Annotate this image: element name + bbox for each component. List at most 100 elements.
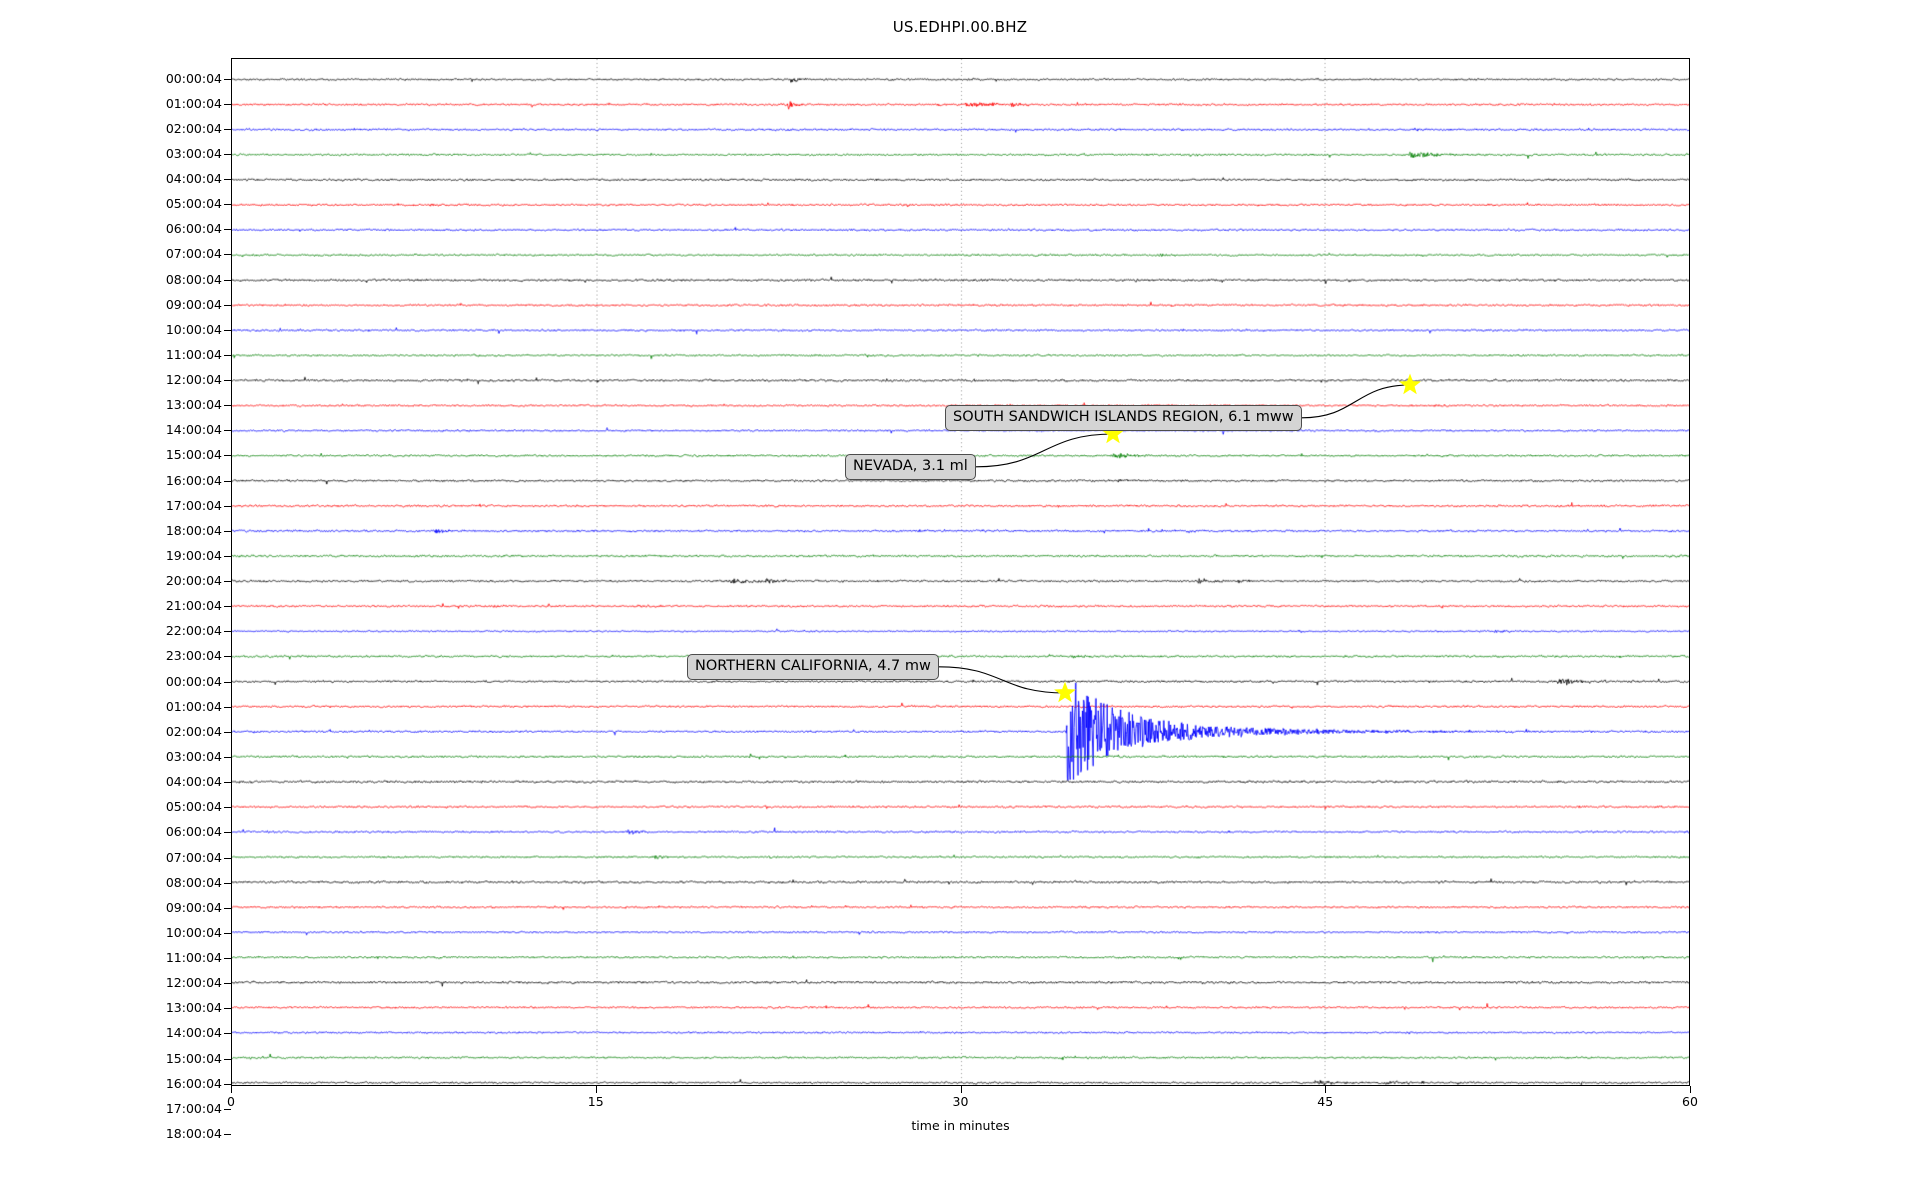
y-tick-mark [224, 380, 231, 381]
y-tick-mark [224, 154, 231, 155]
y-tick-mark [224, 832, 231, 833]
y-tick-label: 04:00:04 [165, 773, 222, 789]
y-tick-mark [224, 1084, 231, 1085]
y-tick-label: 14:00:04 [165, 1025, 222, 1041]
y-tick-label: 12:00:04 [165, 371, 222, 387]
y-tick-label: 05:00:04 [165, 799, 222, 815]
x-tick-label: 45 [1317, 1094, 1334, 1109]
y-tick-mark [224, 858, 231, 859]
y-tick-label: 02:00:04 [165, 120, 222, 136]
y-tick-mark [224, 254, 231, 255]
y-tick-mark [224, 305, 231, 306]
y-tick-label: 17:00:04 [165, 497, 222, 513]
y-tick-mark [224, 204, 231, 205]
y-tick-label: 23:00:04 [165, 648, 222, 664]
y-tick-label: 05:00:04 [165, 195, 222, 211]
y-tick-mark [224, 556, 231, 557]
y-tick-mark [224, 983, 231, 984]
y-tick-mark [224, 707, 231, 708]
y-tick-label: 20:00:04 [165, 572, 222, 588]
y-tick-label: 18:00:04 [165, 1125, 222, 1141]
plot-axes[interactable] [231, 58, 1690, 1086]
y-tick-mark [224, 481, 231, 482]
x-tick-mark [961, 1086, 962, 1093]
y-tick-mark [224, 229, 231, 230]
event-annotation-label[interactable]: SOUTH SANDWICH ISLANDS REGION, 6.1 mww [945, 405, 1302, 431]
y-tick-label: 16:00:04 [165, 1075, 222, 1091]
y-tick-label: 13:00:04 [165, 396, 222, 412]
y-tick-label: 03:00:04 [165, 145, 222, 161]
y-tick-mark [224, 280, 231, 281]
y-tick-mark [224, 1033, 231, 1034]
y-tick-label: 11:00:04 [165, 949, 222, 965]
y-tick-label: 06:00:04 [165, 824, 222, 840]
y-tick-label: 08:00:04 [165, 271, 222, 287]
page-title: US.EDHPI.00.BHZ [892, 18, 1028, 36]
y-tick-mark [224, 606, 231, 607]
y-tick-mark [224, 958, 231, 959]
y-tick-label: 15:00:04 [165, 1050, 222, 1066]
y-tick-label: 14:00:04 [165, 422, 222, 438]
y-tick-label: 01:00:04 [165, 698, 222, 714]
y-tick-label: 07:00:04 [165, 246, 222, 262]
y-tick-label: 00:00:04 [165, 70, 222, 86]
y-tick-mark [224, 506, 231, 507]
y-tick-mark [224, 79, 231, 80]
y-tick-label: 10:00:04 [165, 924, 222, 940]
y-tick-label: 08:00:04 [165, 874, 222, 890]
y-tick-label: 22:00:04 [165, 623, 222, 639]
y-tick-mark [224, 631, 231, 632]
x-tick-mark [1325, 1086, 1326, 1093]
y-tick-mark [224, 782, 231, 783]
y-tick-mark [224, 908, 231, 909]
y-tick-label: 21:00:04 [165, 597, 222, 613]
event-annotation-label[interactable]: NORTHERN CALIFORNIA, 4.7 mw [687, 654, 939, 680]
x-tick-mark [1690, 1086, 1691, 1093]
y-tick-mark [224, 1059, 231, 1060]
y-tick-mark [224, 129, 231, 130]
y-tick-mark [224, 581, 231, 582]
y-tick-label: 10:00:04 [165, 321, 222, 337]
y-tick-label: 12:00:04 [165, 974, 222, 990]
y-tick-mark [224, 807, 231, 808]
y-tick-label: 01:00:04 [165, 95, 222, 111]
y-tick-mark [224, 405, 231, 406]
y-tick-mark [224, 531, 231, 532]
x-tick-label: 60 [1682, 1094, 1698, 1109]
y-tick-label: 18:00:04 [165, 522, 222, 538]
y-tick-mark [224, 883, 231, 884]
y-tick-label: 06:00:04 [165, 221, 222, 237]
x-tick-label: 30 [952, 1094, 969, 1109]
event-annotation-label[interactable]: NEVADA, 3.1 ml [845, 454, 976, 480]
y-tick-mark [224, 933, 231, 934]
y-tick-label: 07:00:04 [165, 849, 222, 865]
y-tick-mark [224, 732, 231, 733]
y-tick-label: 19:00:04 [165, 547, 222, 563]
y-tick-mark [224, 682, 231, 683]
x-axis-label: time in minutes [911, 1118, 1010, 1133]
y-tick-label: 15:00:04 [165, 447, 222, 463]
y-tick-label: 09:00:04 [165, 899, 222, 915]
y-tick-mark [224, 656, 231, 657]
y-tick-label: 04:00:04 [165, 170, 222, 186]
y-tick-mark [224, 757, 231, 758]
x-tick-label: 15 [587, 1094, 604, 1109]
y-tick-mark [224, 355, 231, 356]
y-tick-mark [224, 179, 231, 180]
y-tick-mark [224, 455, 231, 456]
y-tick-label: 11:00:04 [165, 346, 222, 362]
y-tick-mark [224, 1008, 231, 1009]
seismogram-traces [232, 59, 1689, 1085]
y-tick-mark [224, 104, 231, 105]
x-tick-mark [231, 1086, 232, 1093]
y-tick-mark [224, 1109, 231, 1110]
x-tick-label: 0 [227, 1094, 235, 1109]
y-tick-label: 16:00:04 [165, 472, 222, 488]
y-tick-label: 13:00:04 [165, 1000, 222, 1016]
y-tick-label: 09:00:04 [165, 296, 222, 312]
y-tick-label: 00:00:04 [165, 673, 222, 689]
y-tick-label: 02:00:04 [165, 723, 222, 739]
y-tick-label: 03:00:04 [165, 748, 222, 764]
y-tick-mark [224, 430, 231, 431]
